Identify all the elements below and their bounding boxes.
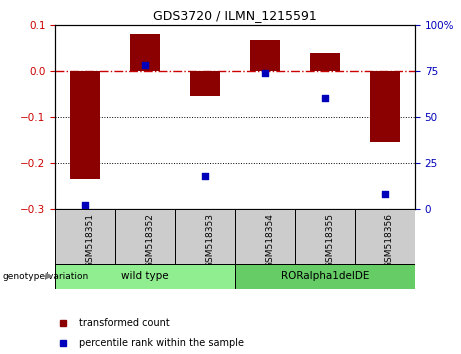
Bar xyxy=(190,71,220,96)
Bar xyxy=(355,209,415,264)
Bar xyxy=(235,209,295,264)
Bar xyxy=(295,209,355,264)
Bar xyxy=(175,209,235,264)
Point xyxy=(381,191,389,197)
Text: GSM518353: GSM518353 xyxy=(205,213,214,268)
Bar xyxy=(115,209,175,264)
Bar xyxy=(55,264,235,289)
Text: RORalpha1delDE: RORalpha1delDE xyxy=(281,271,369,281)
Text: wild type: wild type xyxy=(121,271,169,281)
Text: GSM518352: GSM518352 xyxy=(145,213,154,268)
Bar xyxy=(370,71,400,142)
Point xyxy=(142,62,149,68)
Text: genotype/variation: genotype/variation xyxy=(3,272,89,281)
Title: GDS3720 / ILMN_1215591: GDS3720 / ILMN_1215591 xyxy=(153,9,317,22)
Bar xyxy=(55,209,115,264)
Text: percentile rank within the sample: percentile rank within the sample xyxy=(79,338,244,348)
Bar xyxy=(310,53,340,71)
Text: GSM518355: GSM518355 xyxy=(325,213,334,268)
Text: GSM518354: GSM518354 xyxy=(265,213,274,268)
Point xyxy=(82,202,89,208)
Point xyxy=(261,70,269,75)
Bar xyxy=(130,34,160,71)
Bar xyxy=(70,71,100,179)
Text: GSM518351: GSM518351 xyxy=(85,213,95,268)
Point xyxy=(201,173,209,178)
Text: transformed count: transformed count xyxy=(79,318,170,329)
Point xyxy=(321,96,329,101)
Text: GSM518356: GSM518356 xyxy=(385,213,394,268)
Bar xyxy=(250,40,280,71)
Bar xyxy=(235,264,415,289)
